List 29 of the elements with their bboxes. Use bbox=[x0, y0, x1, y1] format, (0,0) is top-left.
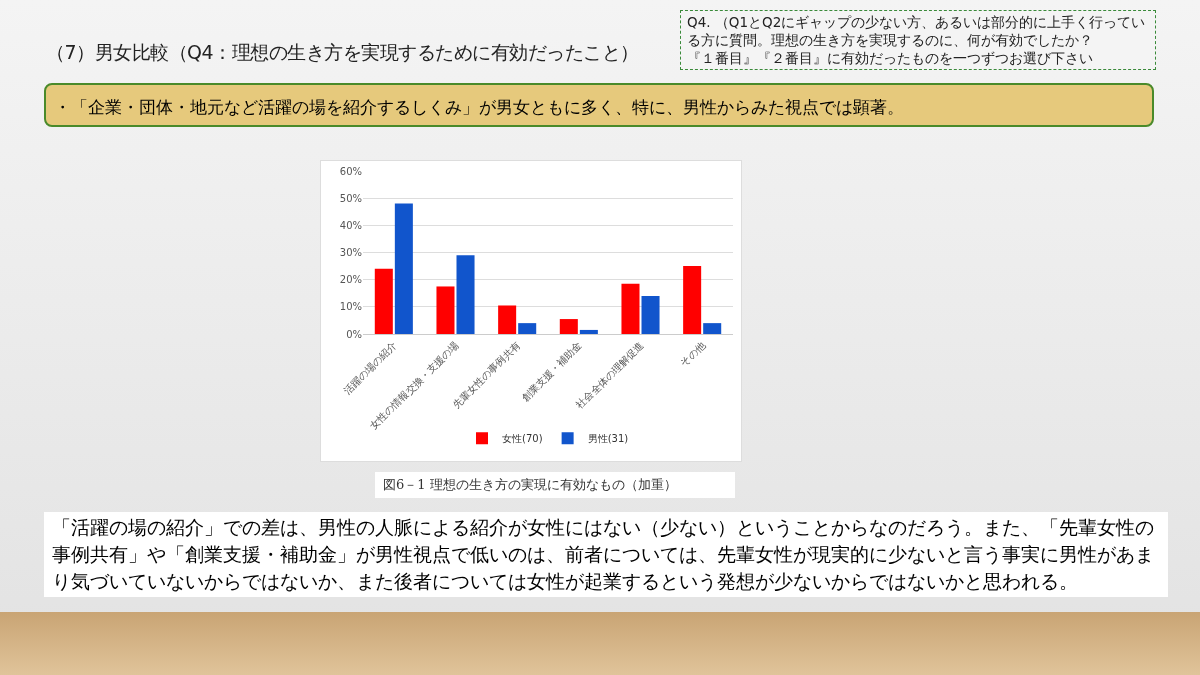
y-tick-label: 0% bbox=[346, 328, 362, 340]
y-tick-label: 60% bbox=[339, 165, 362, 177]
caption: 図6－1 理想の生き方の実現に有効なもの（加重） bbox=[375, 472, 735, 498]
text: Q4. （Q1とQ2にギャップの少ない方、あるいは部分的に上手く行っている方に質問。理想の生き方を実現するのに、何が有効でしたか？ bbox=[687, 13, 1147, 49]
legend-label: 女性(70) bbox=[502, 433, 543, 445]
y-tick-label: 30% bbox=[339, 247, 362, 258]
bar bbox=[621, 283, 640, 334]
y-tick-label: 20% bbox=[339, 274, 362, 286]
chart-title: （7）男女比較（Q4：理想の生き方を実現するために有効だったこと） bbox=[46, 40, 639, 65]
bar bbox=[559, 319, 578, 334]
y-tick-label: 40% bbox=[339, 219, 362, 231]
y-tick-label: 10% bbox=[339, 301, 362, 313]
bar bbox=[579, 329, 598, 334]
bar bbox=[436, 286, 455, 334]
bar bbox=[641, 295, 660, 334]
bar bbox=[703, 323, 722, 334]
x-tick-label: 活躍の場の紹介 bbox=[341, 339, 399, 397]
legend-label: 男性(31) bbox=[587, 433, 629, 445]
bar bbox=[683, 266, 702, 334]
bar bbox=[394, 203, 413, 334]
bar bbox=[518, 323, 537, 334]
chart-subtitle: ・「企業・団体・地元など活躍の場を紹介するしくみ」が男女ともに多く、特に、男性からみた視点では顕著。 bbox=[44, 83, 1154, 127]
bar bbox=[498, 305, 517, 334]
bar bbox=[456, 255, 475, 334]
text: 「活躍の場の紹介」での差は、男性の人脈による紹介が女性にはない（少ない）ということからなのだろう。また、「先輩女性の事例共有」や「創業支援・補助金」が男性視点で低いのは、前者については、先輩女性が現実的に少ないと言う事実に男性があまり気づいていないからではないか、また後者については女性が起業するという発想が少ないからではないかと思われる。 bbox=[44, 512, 1168, 597]
x-tick-label: その他 bbox=[678, 339, 708, 369]
text: 『１番目』『２番目』に有効だったものを一つずつお選び下さい bbox=[687, 49, 1094, 67]
y-tick-label: 50% bbox=[339, 192, 362, 204]
bar bbox=[374, 268, 393, 334]
